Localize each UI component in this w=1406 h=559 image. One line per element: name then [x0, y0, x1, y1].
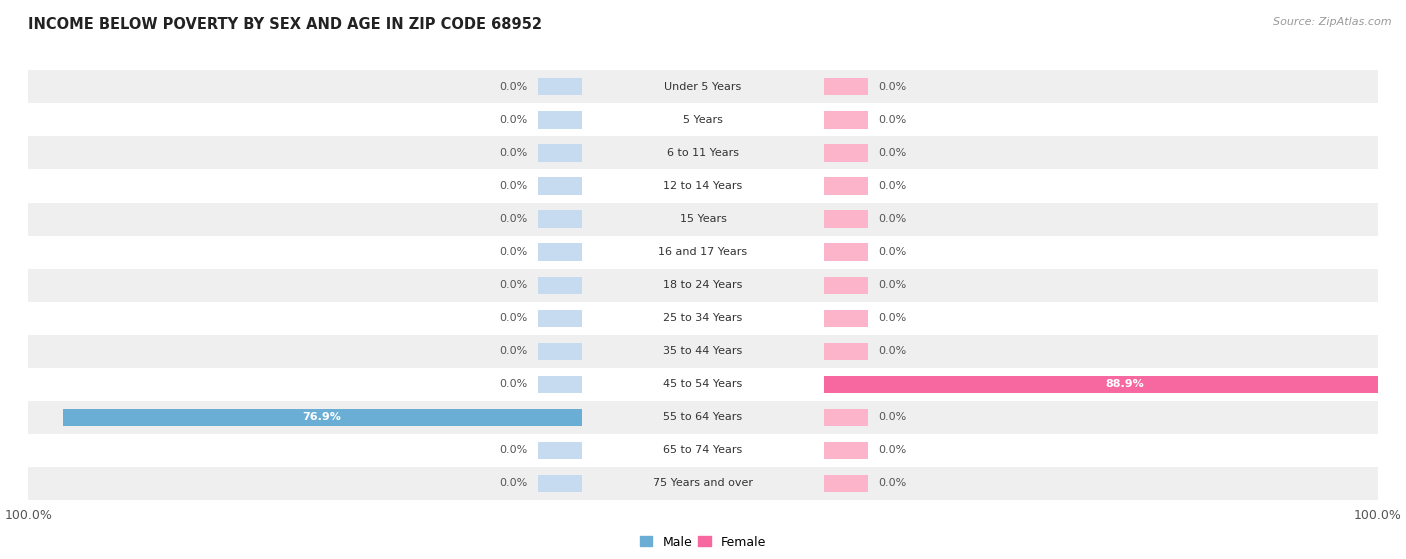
Text: 5 Years: 5 Years: [683, 115, 723, 125]
Bar: [824, 277, 869, 293]
Text: Source: ZipAtlas.com: Source: ZipAtlas.com: [1274, 17, 1392, 27]
Text: 0.0%: 0.0%: [879, 181, 907, 191]
Text: 0.0%: 0.0%: [499, 247, 527, 257]
Bar: [824, 111, 869, 129]
Bar: [824, 144, 869, 162]
Bar: [537, 177, 582, 195]
Text: 18 to 24 Years: 18 to 24 Years: [664, 280, 742, 290]
Bar: [537, 442, 582, 459]
Bar: [28, 368, 1378, 401]
Bar: [537, 144, 582, 162]
Bar: [28, 235, 1378, 268]
Text: 0.0%: 0.0%: [499, 214, 527, 224]
Bar: [28, 268, 1378, 302]
Text: 0.0%: 0.0%: [499, 181, 527, 191]
Text: 0.0%: 0.0%: [499, 479, 527, 488]
Bar: [537, 244, 582, 260]
Bar: [824, 343, 869, 360]
Legend: Male, Female: Male, Female: [636, 530, 770, 553]
Bar: [537, 310, 582, 326]
Bar: [824, 210, 869, 228]
Text: 0.0%: 0.0%: [879, 280, 907, 290]
Text: 6 to 11 Years: 6 to 11 Years: [666, 148, 740, 158]
Bar: [824, 376, 1406, 393]
Text: 0.0%: 0.0%: [879, 148, 907, 158]
Bar: [62, 409, 582, 426]
Bar: [28, 103, 1378, 136]
Text: 0.0%: 0.0%: [879, 115, 907, 125]
Text: 0.0%: 0.0%: [879, 247, 907, 257]
Bar: [28, 434, 1378, 467]
Text: 0.0%: 0.0%: [879, 82, 907, 92]
Bar: [537, 111, 582, 129]
Text: 15 Years: 15 Years: [679, 214, 727, 224]
Text: 65 to 74 Years: 65 to 74 Years: [664, 446, 742, 455]
Text: 0.0%: 0.0%: [879, 412, 907, 422]
Bar: [824, 177, 869, 195]
Bar: [824, 409, 869, 426]
Bar: [824, 475, 869, 492]
Bar: [537, 210, 582, 228]
Text: 0.0%: 0.0%: [499, 82, 527, 92]
Text: 76.9%: 76.9%: [302, 412, 342, 422]
Bar: [824, 78, 869, 96]
Text: 0.0%: 0.0%: [499, 115, 527, 125]
Bar: [28, 202, 1378, 235]
Bar: [28, 136, 1378, 169]
Text: 55 to 64 Years: 55 to 64 Years: [664, 412, 742, 422]
Bar: [28, 302, 1378, 335]
Text: 0.0%: 0.0%: [499, 379, 527, 389]
Text: 75 Years and over: 75 Years and over: [652, 479, 754, 488]
Bar: [28, 169, 1378, 202]
Text: 0.0%: 0.0%: [499, 313, 527, 323]
Text: 45 to 54 Years: 45 to 54 Years: [664, 379, 742, 389]
Text: 0.0%: 0.0%: [879, 479, 907, 488]
Text: 12 to 14 Years: 12 to 14 Years: [664, 181, 742, 191]
Text: 0.0%: 0.0%: [499, 148, 527, 158]
Text: 0.0%: 0.0%: [499, 446, 527, 455]
Text: 35 to 44 Years: 35 to 44 Years: [664, 346, 742, 356]
Text: 16 and 17 Years: 16 and 17 Years: [658, 247, 748, 257]
Bar: [537, 277, 582, 293]
Bar: [824, 442, 869, 459]
Text: 88.9%: 88.9%: [1105, 379, 1144, 389]
Bar: [28, 467, 1378, 500]
Text: 25 to 34 Years: 25 to 34 Years: [664, 313, 742, 323]
Bar: [28, 335, 1378, 368]
Text: 0.0%: 0.0%: [879, 446, 907, 455]
Text: INCOME BELOW POVERTY BY SEX AND AGE IN ZIP CODE 68952: INCOME BELOW POVERTY BY SEX AND AGE IN Z…: [28, 17, 543, 32]
Bar: [537, 376, 582, 393]
Text: 0.0%: 0.0%: [879, 313, 907, 323]
Bar: [28, 401, 1378, 434]
Bar: [824, 310, 869, 326]
Bar: [28, 70, 1378, 103]
Bar: [537, 343, 582, 360]
Bar: [824, 244, 869, 260]
Bar: [537, 78, 582, 96]
Text: 0.0%: 0.0%: [879, 346, 907, 356]
Text: 0.0%: 0.0%: [499, 280, 527, 290]
Text: Under 5 Years: Under 5 Years: [665, 82, 741, 92]
Text: 0.0%: 0.0%: [879, 214, 907, 224]
Bar: [537, 475, 582, 492]
Text: 0.0%: 0.0%: [499, 346, 527, 356]
